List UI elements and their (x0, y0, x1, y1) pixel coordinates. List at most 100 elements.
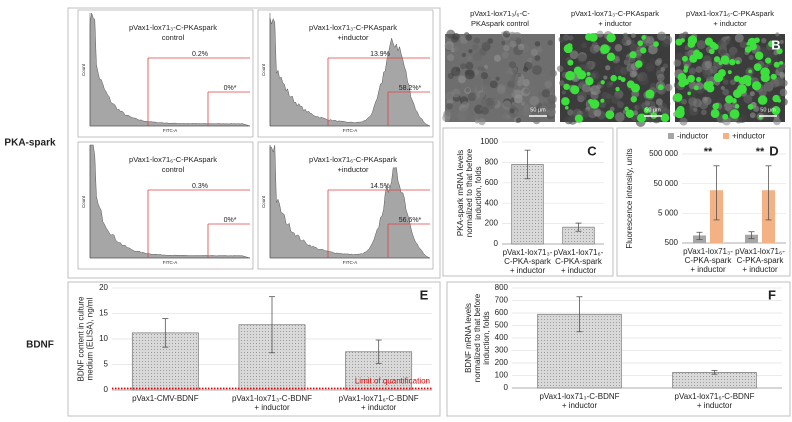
image-title: + inductor (598, 19, 632, 28)
fluorescent-cell (713, 56, 721, 63)
cell-texture (461, 101, 470, 110)
fluorescent-cell (747, 104, 754, 110)
x-tick-label: + inductor (562, 401, 598, 410)
cell-texture (749, 91, 755, 97)
x-tick-label: C-PKA-spark (685, 256, 733, 265)
cell-texture (544, 80, 553, 89)
fluorescent-cell (779, 60, 784, 65)
cell-texture (534, 55, 541, 62)
cell-texture (501, 40, 506, 45)
cell-texture (451, 88, 461, 98)
fluorescent-cell (768, 40, 775, 48)
image-title: pVax1-lox71₃-C-PKAspark (571, 9, 659, 18)
cell-texture (532, 65, 542, 76)
y-tick-label: 500 (665, 238, 679, 247)
cell-texture (749, 112, 756, 119)
cell-texture (503, 44, 510, 52)
cell-texture (629, 43, 638, 52)
cell-texture (595, 89, 601, 95)
cell-texture (688, 67, 696, 75)
fluorescent-cell (682, 55, 688, 62)
x-tick-label: + inductor (690, 265, 726, 274)
x-tick-label: C-PKA-spark (555, 257, 603, 266)
y-axis-label: induction, folds (474, 166, 483, 219)
cell-texture (446, 102, 453, 110)
cell-texture (567, 109, 574, 116)
fluorescent-cell (606, 52, 616, 62)
histogram-condition: control (162, 165, 185, 174)
x-tick-label: pVax1-lox71₆- (735, 247, 785, 256)
cell-texture (679, 117, 688, 126)
legend-label: -inductor (677, 132, 708, 141)
histogram-condition: control (162, 33, 185, 42)
x-tick-label: pVax1-lox71₃-C-BDNF (539, 392, 619, 401)
cell-texture (589, 44, 599, 54)
cell-texture (681, 98, 687, 105)
cell-texture (477, 66, 482, 71)
y-axis-label: induction, folds (482, 311, 491, 364)
cell-texture (598, 100, 606, 108)
cell-texture (541, 89, 551, 98)
x-tick-label: + inductor (742, 265, 778, 274)
cell-texture (503, 30, 511, 38)
y-tick-label: 200 (495, 358, 509, 367)
cell-texture (727, 53, 735, 60)
cell-texture (695, 65, 703, 73)
y-axis-label: normalized to that before (473, 293, 482, 382)
cell-texture (619, 83, 625, 89)
cell-texture (780, 98, 788, 106)
y-tick-label: 10 (99, 334, 108, 343)
cell-texture (656, 57, 663, 64)
cell-texture (590, 70, 600, 80)
x-tick-label: + inductor (361, 403, 397, 412)
y-tick-label: 500 (495, 321, 509, 330)
cell-texture (660, 67, 666, 72)
scale-label: 50 µm (645, 107, 661, 113)
y-tick-label: 15 (99, 309, 108, 318)
cell-texture (515, 117, 522, 123)
fluorescent-cell (746, 42, 751, 46)
y-tick-label: 0 (494, 239, 499, 248)
cell-texture (520, 101, 525, 106)
x-tick-label: + inductor (510, 266, 546, 275)
cell-texture (662, 63, 669, 69)
limit-label: Limit of quantification (355, 377, 430, 386)
cell-texture (649, 57, 656, 64)
cell-texture (473, 51, 483, 61)
cell-texture (496, 86, 506, 95)
cell-texture (487, 38, 494, 44)
cell-texture (743, 94, 753, 104)
cell-texture (722, 88, 730, 96)
cell-texture (501, 51, 509, 59)
cell-texture (779, 71, 785, 78)
cell-texture (739, 41, 747, 49)
panel-a-frame (67, 7, 441, 279)
cell-texture (547, 39, 553, 46)
fluorescent-cell (696, 76, 702, 83)
cell-texture (636, 103, 643, 110)
cell-texture (508, 61, 517, 69)
fluorescent-cell (678, 79, 687, 88)
histogram (89, 144, 251, 259)
cell-texture (524, 88, 530, 94)
cell-texture (474, 119, 480, 124)
cell-texture (558, 36, 565, 43)
gate-label: 13.9% (370, 51, 390, 58)
fluorescent-cell (744, 46, 752, 53)
cell-texture (511, 33, 518, 41)
cell-texture (546, 101, 556, 112)
cell-texture (473, 114, 479, 120)
panel-f-frame (446, 281, 791, 417)
bar (672, 372, 757, 389)
cell-texture (480, 106, 490, 115)
cell-texture (605, 65, 611, 71)
x-tick-label: pVax1-lox71₃-C-BDNF (232, 394, 312, 403)
panel-letter: F (768, 287, 776, 302)
legend-swatch (668, 133, 674, 139)
histogram-condition: +inductor (337, 165, 369, 174)
cell-texture (547, 58, 552, 64)
cell-texture (542, 102, 547, 107)
x-axis-label: FITC-A (163, 260, 178, 265)
cell-texture (603, 75, 608, 80)
gate-label: 0%* (224, 85, 237, 92)
